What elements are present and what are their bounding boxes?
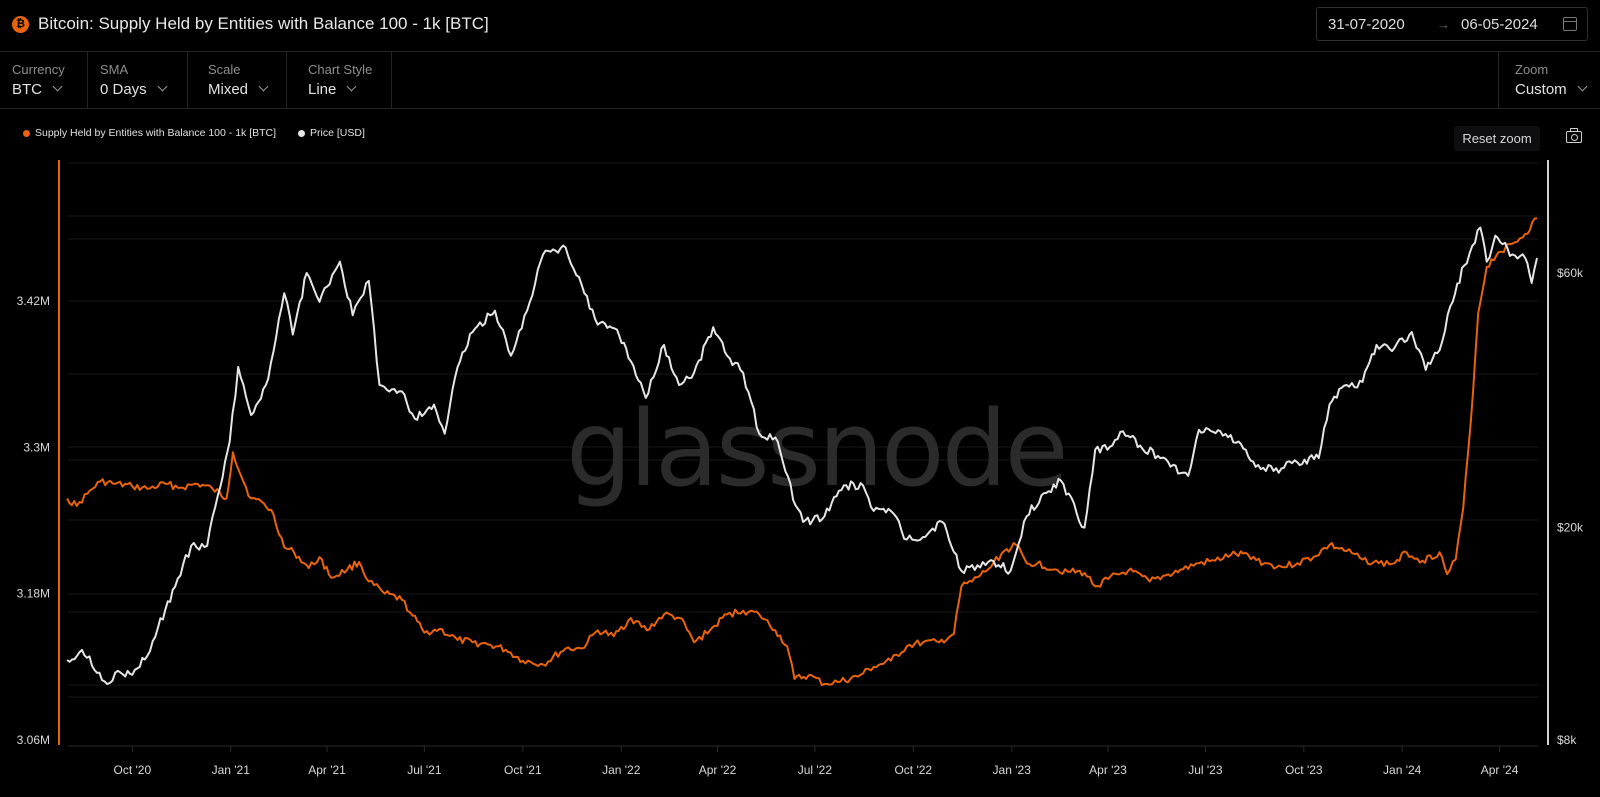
- x-tick-label: Jan '22: [602, 763, 641, 777]
- y-left-tick-label: 3.42M: [17, 294, 50, 308]
- camera-icon[interactable]: [1566, 128, 1582, 143]
- legend-item-supply[interactable]: Supply Held by Entities with Balance 100…: [23, 127, 276, 139]
- legend-dot-price: [298, 129, 306, 137]
- bitcoin-icon: ₿: [12, 15, 29, 33]
- legend-label-supply: Supply Held by Entities with Balance 100…: [35, 127, 277, 139]
- legend-item-price[interactable]: Price [USD]: [298, 127, 365, 139]
- legend-dot-supply: [23, 129, 30, 137]
- sma-dropdown[interactable]: SMA 0 Days: [88, 52, 188, 109]
- page-title: Bitcoin: Supply Held by Entities with Ba…: [38, 14, 489, 33]
- x-tick-label: Jul '22: [798, 763, 833, 777]
- x-tick-label: Jul '21: [407, 763, 442, 777]
- x-tick-label: Jan '21: [212, 763, 251, 777]
- sma-value-text: 0 Days: [100, 81, 147, 98]
- scale-dropdown[interactable]: Scale Mixed: [188, 52, 287, 109]
- y-axis-right: $60k $20k $8k: [1557, 266, 1584, 747]
- chart-style-label: Chart Style: [308, 62, 373, 77]
- x-tick-label: Oct '23: [1285, 763, 1323, 777]
- x-tick-label: Jul '23: [1188, 763, 1223, 777]
- x-tick-label: Oct '21: [504, 763, 542, 777]
- y-left-tick-label: 3.06M: [17, 733, 50, 747]
- price-line: [66, 226, 1538, 685]
- currency-dropdown[interactable]: Currency BTC: [0, 52, 88, 109]
- zoom-value[interactable]: Custom: [1515, 81, 1588, 98]
- scale-value-text: Mixed: [208, 81, 249, 98]
- sma-value[interactable]: 0 Days: [100, 81, 168, 98]
- legend-label-price: Price [USD]: [310, 127, 365, 139]
- x-tick-label: Jan '23: [993, 763, 1032, 777]
- x-tick-label: Oct '22: [894, 763, 932, 777]
- chart-style-value-text: Line: [308, 81, 337, 98]
- calendar-icon[interactable]: [1563, 17, 1577, 31]
- currency-value-text: BTC: [12, 81, 42, 98]
- currency-label: Currency: [12, 62, 65, 77]
- supply-line: [66, 217, 1538, 687]
- x-tick-label: Oct '20: [114, 763, 152, 777]
- date-to[interactable]: 06-05-2024: [1461, 15, 1538, 33]
- sma-label: SMA: [100, 62, 129, 77]
- scale-value[interactable]: Mixed: [208, 81, 269, 98]
- toolbar: Currency BTC SMA 0 Days Scale Mixed Char…: [0, 52, 1600, 109]
- y-left-tick-label: 3.18M: [17, 587, 50, 601]
- scale-label: Scale: [208, 62, 241, 77]
- chart-legend: Supply Held by Entities with Balance 100…: [23, 127, 365, 139]
- chart-style-value[interactable]: Line: [308, 81, 357, 98]
- date-from[interactable]: 31-07-2020: [1328, 15, 1405, 33]
- y-right-tick-label: $8k: [1557, 733, 1577, 747]
- x-tick-label: Jan '24: [1383, 763, 1422, 777]
- x-tick-label: Apr '22: [699, 763, 737, 777]
- y-right-tick-label: $60k: [1557, 266, 1584, 280]
- watermark: glassnode: [566, 388, 1066, 510]
- y-left-tick-label: 3.3M: [23, 440, 50, 454]
- date-range-picker[interactable]: 31-07-2020 → 06-05-2024: [1316, 7, 1588, 41]
- y-right-tick-label: $20k: [1557, 521, 1584, 535]
- chart-style-dropdown[interactable]: Chart Style Line: [287, 52, 392, 109]
- zoom-label: Zoom: [1515, 62, 1549, 77]
- x-tick-label: Apr '21: [308, 763, 346, 777]
- arrow-right-icon: →: [1437, 16, 1450, 32]
- zoom-dropdown[interactable]: Zoom Custom: [1498, 52, 1600, 109]
- reset-zoom-button[interactable]: Reset zoom: [1454, 126, 1540, 151]
- x-tick-label: Apr '23: [1089, 763, 1127, 777]
- x-tick-label: Apr '24: [1481, 763, 1519, 777]
- zoom-value-text: Custom: [1515, 81, 1567, 98]
- header: ₿ Bitcoin: Supply Held by Entities with …: [0, 0, 1600, 52]
- title-wrap: ₿ Bitcoin: Supply Held by Entities with …: [12, 14, 489, 34]
- y-axis-left: 3.42M 3.3M 3.18M 3.06M: [17, 294, 50, 747]
- x-axis: Oct '20 Jan '21 Apr '21 Jul '21 Oct '21 Jan '…: [114, 746, 1519, 777]
- currency-value[interactable]: BTC: [12, 81, 63, 98]
